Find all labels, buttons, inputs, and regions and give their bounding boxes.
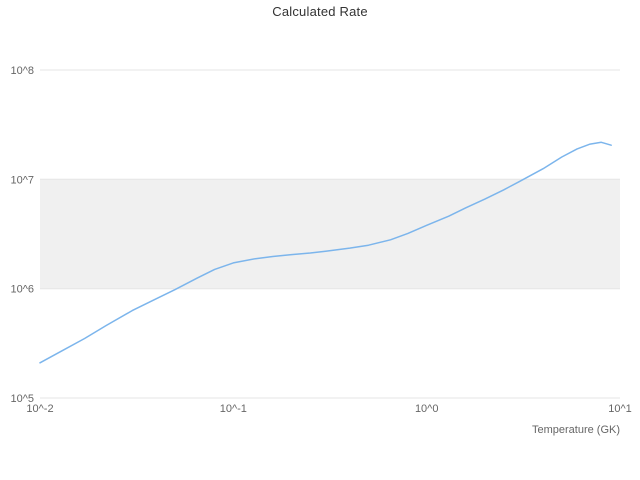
chart-title: Calculated Rate	[272, 4, 368, 19]
x-tick-label: 10^1	[608, 403, 632, 415]
x-tick-label: 10^0	[415, 403, 439, 415]
y-tick-label: 10^6	[10, 284, 34, 296]
x-tick-label: 10^-1	[220, 403, 247, 415]
y-tick-label: 10^8	[10, 65, 34, 77]
plot-band	[40, 179, 620, 289]
rate-line-series	[39, 141, 612, 364]
y-tick-label: 10^7	[10, 174, 34, 186]
x-axis-label: Temperature (GK)	[531, 424, 620, 436]
x-tick-label: 10^-2	[26, 403, 53, 415]
y-tick-label: 10^5	[10, 393, 34, 405]
